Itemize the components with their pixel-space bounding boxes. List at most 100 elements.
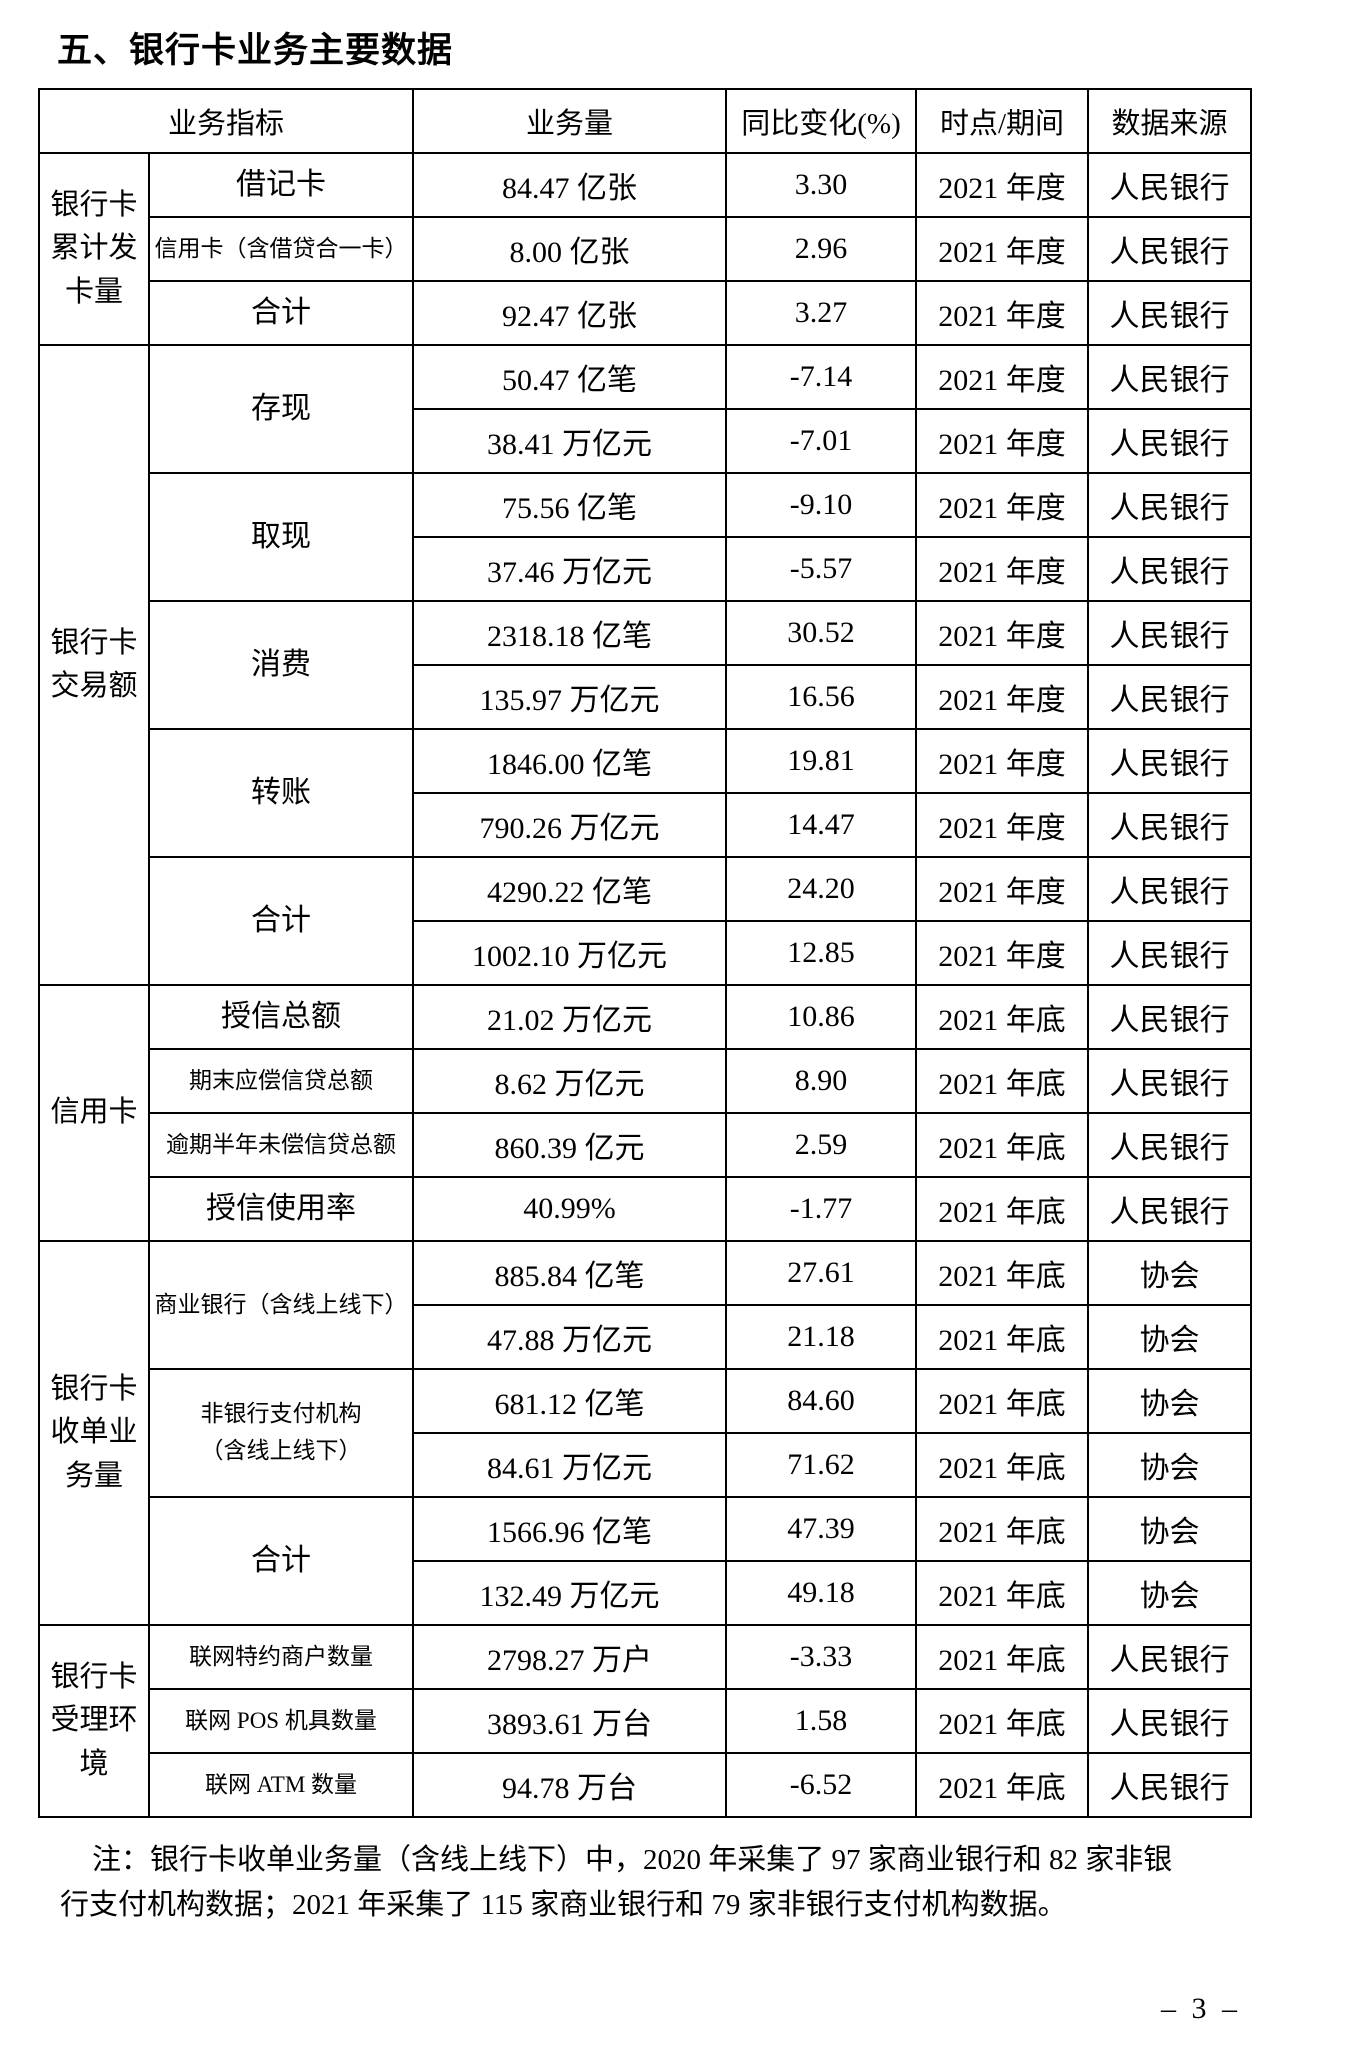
table-row: 135.97 万亿元 16.56 2021 年度 人民银行 [39, 664, 1253, 730]
cell-period: 2021 年度 [915, 728, 1090, 794]
group-label-credit-card: 信用卡 [38, 984, 150, 1242]
cell-period: 2021 年底 [915, 1112, 1090, 1178]
cell-source: 人民银行 [1087, 600, 1253, 666]
cell-yoy: 3.27 [725, 280, 918, 346]
cell-yoy: 84.60 [725, 1368, 918, 1434]
cell-period: 2021 年度 [915, 280, 1090, 346]
cell-source: 协会 [1087, 1368, 1253, 1434]
cell-period: 2021 年度 [915, 344, 1090, 410]
cell-period: 2021 年度 [915, 408, 1090, 474]
cell-volume: 47.88 万亿元 [412, 1304, 728, 1370]
cell-indicator: 联网 ATM 数量 [147, 1752, 415, 1818]
cell-period: 2021 年度 [915, 472, 1090, 538]
cell-yoy: 24.20 [725, 856, 918, 922]
cell-period: 2021 年度 [915, 152, 1090, 218]
cell-yoy: 14.47 [725, 792, 918, 858]
cell-source: 协会 [1087, 1240, 1253, 1306]
cell-indicator: 合计 [147, 856, 415, 986]
cell-yoy: -7.14 [725, 344, 918, 410]
table-row: 转账 1846.00 亿笔 19.81 2021 年度 人民银行 [39, 728, 1253, 858]
cell-source: 人民银行 [1087, 984, 1253, 1050]
cell-indicator: 取现 [147, 472, 415, 602]
table-row: 取现 75.56 亿笔 -9.10 2021 年度 人民银行 [39, 472, 1253, 602]
table-row: 联网 ATM 数量 94.78 万台 -6.52 2021 年底 人民银行 [39, 1752, 1253, 1818]
cell-volume: 38.41 万亿元 [412, 408, 728, 474]
cell-yoy: -1.77 [725, 1176, 918, 1242]
cell-volume: 885.84 亿笔 [412, 1240, 728, 1306]
cell-indicator: 借记卡 [147, 152, 415, 218]
cell-period: 2021 年底 [915, 1688, 1090, 1754]
cell-period: 2021 年底 [915, 1176, 1090, 1242]
cell-period: 2021 年度 [915, 600, 1090, 666]
group-label-acquiring-volume: 银行卡 收单业 务量 [38, 1240, 150, 1626]
group-label-card-issuance: 银行卡 累计发 卡量 [38, 152, 150, 346]
cell-volume: 8.00 亿张 [412, 216, 728, 282]
table-row: 银行卡 受理环 境 联网特约商户数量 2798.27 万户 -3.33 2021… [38, 1624, 1253, 1818]
cell-indicator: 授信总额 [147, 984, 415, 1050]
cell-volume: 21.02 万亿元 [412, 984, 728, 1050]
table-row: 期末应偿信贷总额 8.62 万亿元 8.90 2021 年底 人民银行 [39, 1048, 1253, 1114]
cell-source: 人民银行 [1087, 1112, 1253, 1178]
cell-volume: 2318.18 亿笔 [412, 600, 728, 666]
table-row: 银行卡 交易额 存现 50.47 亿笔 -7.14 2021 年度 人民银行 [38, 344, 1253, 986]
cell-indicator: 合计 [147, 1496, 415, 1626]
cell-volume: 2798.27 万户 [412, 1624, 728, 1690]
cell-yoy: 12.85 [725, 920, 918, 986]
cell-volume: 1566.96 亿笔 [412, 1496, 728, 1562]
cell-volume: 75.56 亿笔 [412, 472, 728, 538]
cell-volume: 132.49 万亿元 [412, 1560, 728, 1626]
cell-yoy: 3.30 [725, 152, 918, 218]
table-row: 信用卡（含借贷合一卡） 8.00 亿张 2.96 2021 年度 人民银行 [39, 216, 1253, 282]
cell-volume: 92.47 亿张 [412, 280, 728, 346]
table-row: 47.88 万亿元 21.18 2021 年底 协会 [39, 1304, 1253, 1370]
cell-volume: 1846.00 亿笔 [412, 728, 728, 794]
cell-source: 人民银行 [1087, 344, 1253, 410]
cell-yoy: 71.62 [725, 1432, 918, 1498]
cell-indicator: 授信使用率 [147, 1176, 415, 1242]
cell-volume: 135.97 万亿元 [412, 664, 728, 730]
cell-source: 人民银行 [1087, 856, 1253, 922]
cell-period: 2021 年底 [915, 1432, 1090, 1498]
cell-indicator: 期末应偿信贷总额 [147, 1048, 415, 1114]
cell-indicator: 商业银行（含线上线下） [147, 1240, 415, 1370]
cell-volume: 84.61 万亿元 [412, 1432, 728, 1498]
cell-yoy: -3.33 [725, 1624, 918, 1690]
footnote-line-2: 行支付机构数据；2021 年采集了 115 家商业银行和 79 家非银行支付机构… [60, 1888, 1067, 1921]
table-row: 联网 POS 机具数量 3893.61 万台 1.58 2021 年底 人民银行 [39, 1688, 1253, 1754]
cell-period: 2021 年度 [915, 216, 1090, 282]
cell-source: 人民银行 [1087, 472, 1253, 538]
cell-source: 人民银行 [1087, 920, 1253, 986]
cell-source: 协会 [1087, 1560, 1253, 1626]
cell-source: 协会 [1087, 1304, 1253, 1370]
table-row: 1002.10 万亿元 12.85 2021 年度 人民银行 [39, 920, 1253, 986]
cell-yoy: 27.61 [725, 1240, 918, 1306]
cell-yoy: 21.18 [725, 1304, 918, 1370]
group-label-card-transactions: 银行卡 交易额 [38, 344, 150, 986]
cell-yoy: -9.10 [725, 472, 918, 538]
cell-indicator: 逾期半年未偿信贷总额 [147, 1112, 415, 1178]
cell-volume: 94.78 万台 [412, 1752, 728, 1818]
header-period: 时点/期间 [915, 88, 1090, 154]
cell-yoy: 47.39 [725, 1496, 918, 1562]
cell-source: 人民银行 [1087, 152, 1253, 218]
cell-period: 2021 年底 [915, 1496, 1090, 1562]
bank-card-data-table: 业务指标 业务量 同比变化(%) 时点/期间 数据来源 银行卡 累计发 卡量 借… [37, 88, 1253, 1818]
cell-period: 2021 年底 [915, 1304, 1090, 1370]
table-row: 授信使用率 40.99% -1.77 2021 年底 人民银行 [39, 1176, 1253, 1242]
cell-yoy: 19.81 [725, 728, 918, 794]
cell-source: 协会 [1087, 1432, 1253, 1498]
cell-volume: 4290.22 亿笔 [412, 856, 728, 922]
table-row: 非银行支付机构 （含线上线下） 681.12 亿笔 84.60 2021 年底 … [39, 1368, 1253, 1498]
cell-volume: 1002.10 万亿元 [412, 920, 728, 986]
cell-volume: 40.99% [412, 1176, 728, 1242]
cell-period: 2021 年底 [915, 1624, 1090, 1690]
cell-source: 人民银行 [1087, 1752, 1253, 1818]
cell-period: 2021 年度 [915, 920, 1090, 986]
header-business-indicator: 业务指标 [37, 88, 415, 154]
cell-volume: 37.46 万亿元 [412, 536, 728, 602]
cell-period: 2021 年底 [915, 1240, 1090, 1306]
cell-source: 人民银行 [1087, 1624, 1253, 1690]
cell-period: 2021 年底 [915, 984, 1090, 1050]
table-row: 790.26 万亿元 14.47 2021 年度 人民银行 [39, 792, 1253, 858]
page-title: 五、银行卡业务主要数据 [57, 31, 454, 70]
